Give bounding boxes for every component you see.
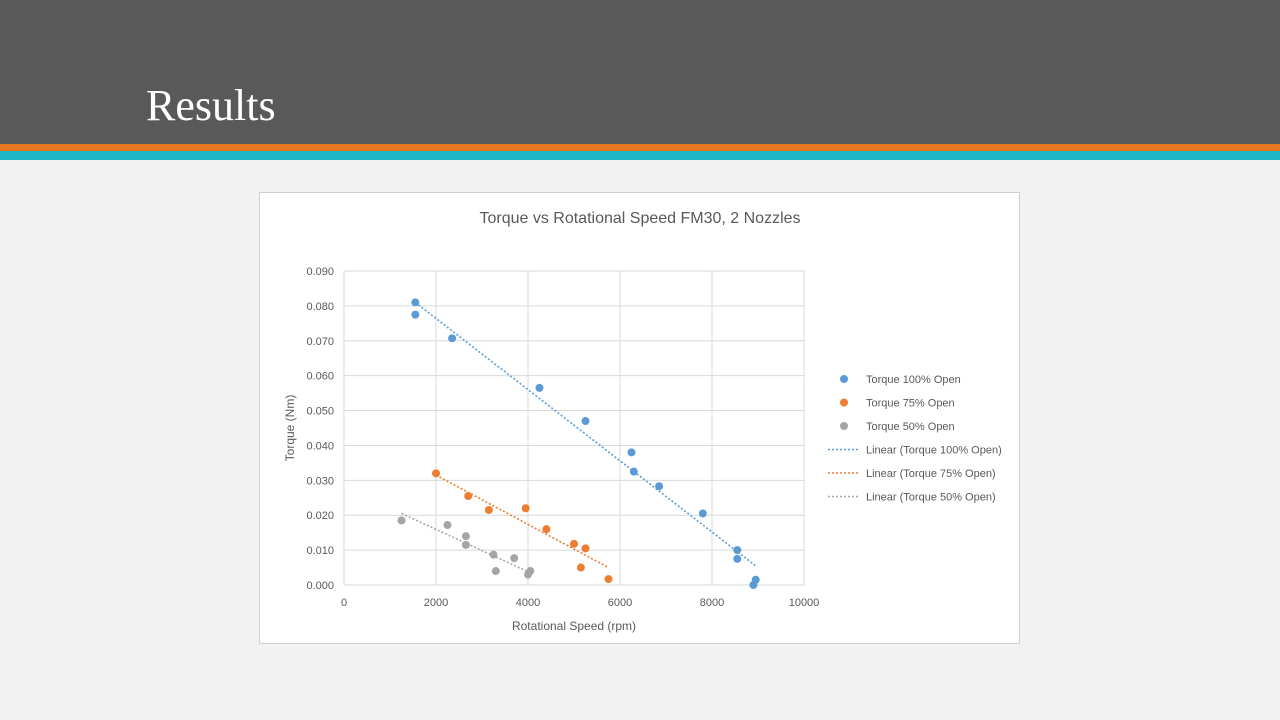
data-point — [448, 334, 457, 343]
data-point — [411, 310, 420, 319]
accent-stripe-orange — [0, 144, 1280, 151]
data-point — [655, 482, 664, 491]
accent-stripe-teal — [0, 151, 1280, 160]
data-point — [751, 575, 760, 584]
legend-label: Torque 50% Open — [866, 421, 955, 433]
data-point — [432, 469, 440, 478]
x-tick-label: 0 — [341, 597, 347, 609]
y-axis-label: Torque (Nm) — [283, 395, 297, 462]
y-tick-label: 0.090 — [306, 266, 334, 278]
legend-marker — [840, 422, 848, 430]
y-tick-label: 0.030 — [306, 475, 334, 487]
data-point — [698, 509, 707, 518]
y-tick-label: 0.080 — [306, 301, 334, 313]
y-tick-label: 0.020 — [306, 510, 334, 522]
data-point — [581, 417, 590, 426]
y-tick-label: 0.040 — [306, 440, 334, 452]
data-point — [443, 520, 452, 529]
legend-label: Torque 100% Open — [866, 374, 961, 386]
data-point — [484, 505, 493, 514]
data-point — [464, 492, 473, 501]
scatter-chart: Torque vs Rotational Speed FM30, 2 Nozzl… — [283, 210, 1002, 633]
chart-title: Torque vs Rotational Speed FM30, 2 Nozzl… — [479, 210, 800, 227]
legend-marker — [840, 375, 848, 383]
data-point — [521, 504, 530, 513]
x-tick-label: 8000 — [700, 597, 724, 609]
x-axis-label: Rotational Speed (rpm) — [512, 619, 636, 633]
data-point — [733, 546, 742, 555]
data-point — [489, 550, 498, 559]
chart-area: Torque vs Rotational Speed FM30, 2 Nozzl… — [259, 192, 1020, 644]
data-point — [570, 539, 578, 548]
data-point — [491, 567, 500, 576]
y-tick-label: 0.050 — [306, 406, 334, 418]
data-point — [397, 516, 406, 525]
legend-marker — [840, 398, 848, 407]
x-tick-label: 10000 — [789, 597, 820, 609]
trendline — [414, 301, 757, 567]
slide-header: Results — [0, 0, 1280, 144]
y-tick-label: 0.070 — [306, 336, 334, 348]
y-tick-label: 0.060 — [306, 371, 334, 383]
data-point — [542, 525, 551, 534]
data-point — [629, 467, 638, 476]
x-tick-label: 2000 — [424, 597, 448, 609]
y-tick-label: 0.000 — [306, 580, 334, 592]
y-tick-label: 0.010 — [306, 545, 334, 557]
slide-title: Results — [146, 81, 276, 130]
data-point — [604, 575, 613, 584]
data-point — [461, 532, 470, 541]
legend-label: Linear (Torque 100% Open) — [866, 445, 1002, 457]
trendline — [435, 474, 609, 569]
data-point — [581, 544, 590, 553]
x-tick-label: 6000 — [608, 597, 632, 609]
x-tick-label: 4000 — [516, 597, 540, 609]
data-point — [627, 448, 636, 457]
legend-label: Linear (Torque 50% Open) — [866, 492, 996, 504]
legend-label: Torque 75% Open — [866, 398, 955, 410]
data-point — [733, 554, 742, 563]
data-point — [576, 563, 585, 572]
data-point — [461, 540, 470, 549]
data-point — [411, 298, 420, 307]
data-point — [510, 554, 519, 563]
data-point — [526, 567, 535, 576]
legend-label: Linear (Torque 75% Open) — [866, 468, 996, 480]
data-point — [535, 383, 544, 392]
